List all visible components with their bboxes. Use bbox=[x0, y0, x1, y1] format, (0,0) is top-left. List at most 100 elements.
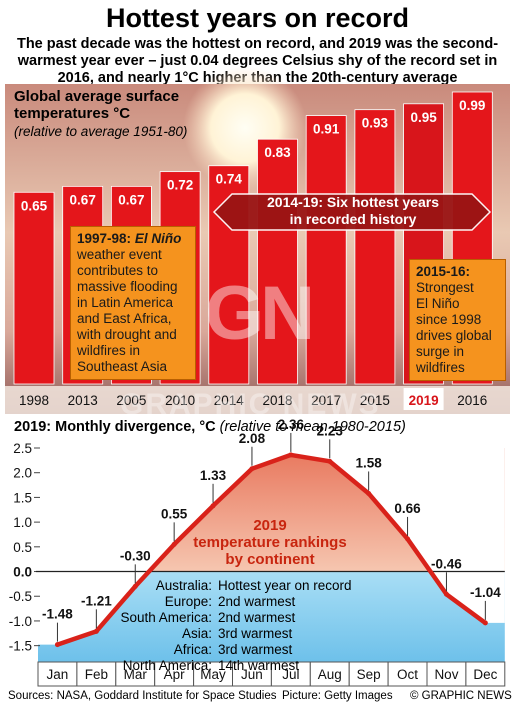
callout-1997-line: weather event bbox=[77, 247, 162, 262]
callout-1997-line: with drought and bbox=[77, 327, 177, 342]
month-cell bbox=[309, 661, 350, 687]
ranking-continent: Africa: bbox=[173, 642, 212, 657]
point-value-label: 2.36 bbox=[278, 417, 305, 432]
bar-2018 bbox=[257, 138, 298, 385]
ranking-continent: North America: bbox=[122, 658, 212, 673]
year-label: 2015 bbox=[360, 393, 390, 408]
callout-1997-year: 1997-98: bbox=[77, 231, 132, 246]
callout-1997-event: El Niño bbox=[134, 231, 182, 246]
month-cell bbox=[37, 661, 78, 687]
month-label: Nov bbox=[434, 667, 458, 682]
callout-2015-line: since 1998 bbox=[416, 312, 482, 327]
panel2-title-main: 2019: Monthly divergence, °C bbox=[14, 419, 216, 435]
year-label: 2018 bbox=[262, 393, 292, 408]
panel1-title-line1: Global average surface bbox=[14, 88, 180, 105]
ranking-value: 3rd warmest bbox=[218, 642, 293, 657]
year-label: 2005 bbox=[116, 393, 146, 408]
y-tick-label: 2.5 bbox=[13, 441, 32, 456]
month-label: May bbox=[200, 667, 226, 682]
data-point bbox=[249, 466, 255, 472]
ranking-value: 3rd warmest bbox=[218, 626, 293, 641]
month-label: Jan bbox=[47, 667, 69, 682]
data-point bbox=[288, 452, 294, 458]
point-value-label: -1.48 bbox=[42, 607, 73, 622]
ranking-row: Asia: 3rd warmest bbox=[60, 626, 458, 642]
point-value-label: -0.30 bbox=[120, 548, 151, 563]
month-cell bbox=[465, 661, 506, 687]
bar-value-label: 0.83 bbox=[264, 145, 291, 160]
callout-2015: 2015-16: Strongest El Niño since 1998 drive… bbox=[409, 259, 506, 381]
y-axis: 2.5 2.0 1.5 1.0 0.5 0.0 -0.5 -1.0 -1.5 bbox=[9, 441, 505, 654]
year-label: 2013 bbox=[68, 393, 98, 408]
data-point bbox=[366, 490, 372, 496]
ranking-continent: Asia: bbox=[181, 626, 212, 641]
data-point bbox=[132, 583, 138, 589]
bar-value-label: 0.67 bbox=[70, 192, 96, 207]
month-cell bbox=[115, 661, 156, 687]
year-label: 2017 bbox=[311, 393, 341, 408]
callout-2015-line: wildfires bbox=[416, 360, 465, 375]
bar-value-label: 0.95 bbox=[410, 110, 437, 125]
year-label: 2019 bbox=[409, 393, 439, 408]
y-tick-label: 1.5 bbox=[13, 490, 32, 505]
sources-text: Sources: NASA, Goddard Institute for Spa… bbox=[8, 690, 277, 702]
y-tick-label: 1.0 bbox=[13, 515, 32, 530]
banner-arrow bbox=[212, 193, 492, 231]
callout-1997-line: wildfires in bbox=[77, 343, 141, 358]
month-label: Mar bbox=[124, 667, 148, 682]
panel2-title: 2019: Monthly divergence, °C (relative t… bbox=[14, 419, 406, 435]
ranking-value: 14th warmest bbox=[218, 658, 300, 673]
callout-1997-line: massive flooding bbox=[77, 279, 178, 294]
ranking-continent: South America: bbox=[120, 610, 212, 625]
banner-line1: 2014-19: Six hottest years bbox=[267, 194, 439, 210]
page-title: Hottest years on record bbox=[105, 3, 410, 33]
month-cell bbox=[193, 661, 234, 687]
year-labels: 1998 2013 2005 2010 2014 2018 2017 2015 2019 2016 bbox=[19, 388, 487, 410]
bar-2017 bbox=[305, 115, 347, 385]
year-label: 2016 bbox=[457, 393, 487, 408]
month-label: Aug bbox=[318, 667, 342, 682]
callout-1997-line: in Latin America bbox=[77, 295, 174, 310]
point-value-label: 2.08 bbox=[239, 431, 266, 446]
panel1-note: (relative to average 1951-80) bbox=[14, 124, 188, 139]
picture-credit: Picture: Getty Images bbox=[282, 690, 393, 702]
y-tick-label: -0.5 bbox=[9, 589, 32, 604]
point-value-label: -1.21 bbox=[81, 593, 112, 608]
y-tick-label: -1.0 bbox=[9, 614, 32, 629]
point-value-label: -1.04 bbox=[470, 585, 501, 600]
rankings-title-line3: by continent bbox=[225, 551, 315, 568]
bar-1998 bbox=[13, 191, 55, 385]
callout-1997-line: contributes to bbox=[77, 263, 159, 278]
bar-2015 bbox=[354, 109, 396, 385]
month-label: Apr bbox=[164, 667, 186, 682]
panel1-title: Global average surface temperatures °C bbox=[14, 88, 179, 122]
bar-value-label: 0.93 bbox=[362, 116, 389, 131]
ranking-value: 2nd warmest bbox=[218, 594, 296, 609]
bar-value-label: 0.74 bbox=[216, 172, 243, 187]
callout-1997: 1997-98: El Niño weather event contribute… bbox=[70, 226, 196, 380]
banner-text: 2014-19: Six hottest years in recorded h… bbox=[228, 194, 478, 228]
copyright: © GRAPHIC NEWS bbox=[410, 690, 512, 702]
rankings-title: 2019 temperature rankings by continent bbox=[180, 517, 360, 568]
y-tick-label: 2.0 bbox=[13, 466, 32, 481]
callout-2015-line: drives global bbox=[416, 328, 492, 343]
line-group: -1.48 -1.21 -0.30 0.55 1.33 2.08 2.36 2.23 1.58 0… bbox=[42, 417, 501, 648]
highlight-year-box bbox=[403, 388, 444, 410]
month-label: Dec bbox=[473, 667, 497, 682]
month-label: Jun bbox=[241, 667, 263, 682]
month-axis: Jan Feb Mar Apr May Jun Jul Aug Sep Oct Nov Dec bbox=[37, 661, 506, 687]
callout-2015-line: El Niño bbox=[416, 296, 460, 311]
rankings-list: Australia: Hottest year on record Europe: 2… bbox=[60, 578, 458, 674]
callout-2015-line: surge in bbox=[416, 344, 465, 359]
year-label: 1998 bbox=[19, 393, 49, 408]
ranking-continent: Australia: bbox=[155, 578, 212, 593]
bar-value-label: 0.91 bbox=[313, 122, 340, 137]
ranking-row: Europe: 2nd warmest bbox=[60, 594, 458, 610]
month-cell bbox=[387, 661, 428, 687]
warm-cool-areas bbox=[38, 448, 505, 664]
panel1-title-line2: temperatures °C bbox=[14, 105, 131, 122]
divergence-line bbox=[55, 452, 488, 647]
banner-line2: in recorded history bbox=[289, 211, 417, 227]
month-label: Jul bbox=[282, 667, 299, 682]
month-label: Feb bbox=[85, 667, 108, 682]
